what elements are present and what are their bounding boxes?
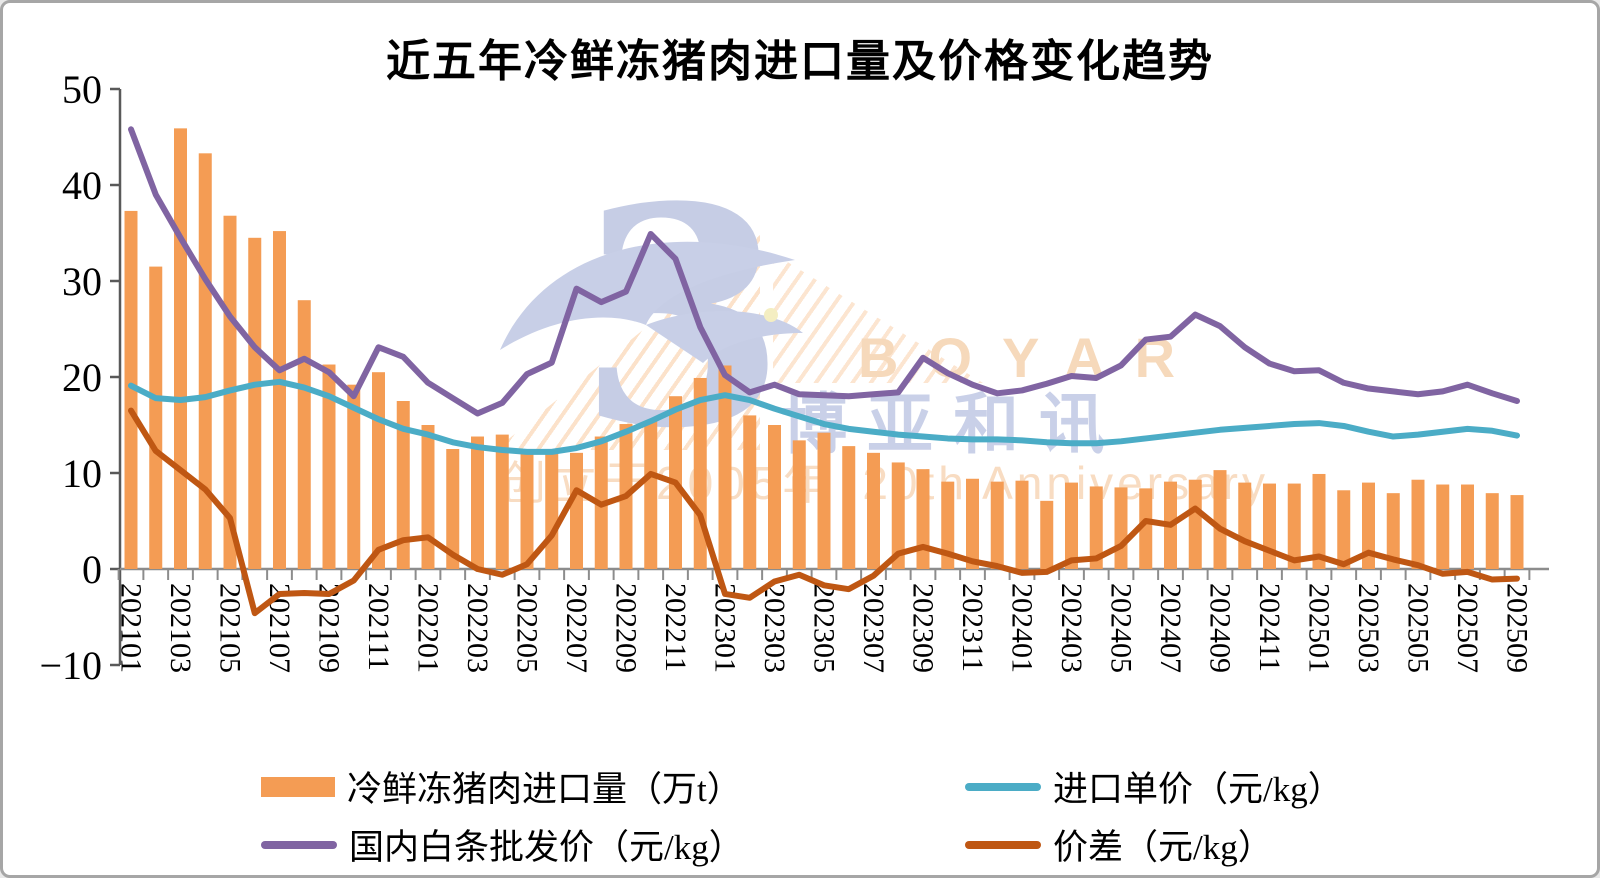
legend-swatch-import-price-line <box>965 782 1041 791</box>
chart-plot-area: 50 40 30 20 10 0 −10 202101 202103 202105 202107 20… <box>39 67 1549 688</box>
svg-text:202505: 202505 <box>1402 583 1435 673</box>
legend-item-import-price: 进口单价（元/kg） <box>965 761 1343 812</box>
svg-text:202209: 202209 <box>610 583 643 673</box>
legend-swatch-import-volume-bar <box>261 776 335 797</box>
svg-text:202409: 202409 <box>1204 583 1237 673</box>
svg-text:20: 20 <box>62 355 102 400</box>
svg-text:202401: 202401 <box>1006 583 1039 673</box>
svg-text:202407: 202407 <box>1154 583 1187 673</box>
svg-text:202501: 202501 <box>1303 583 1336 673</box>
svg-text:202309: 202309 <box>907 583 940 673</box>
svg-text:202303: 202303 <box>758 583 791 673</box>
legend-label-price-diff: 价差（元/kg） <box>1053 828 1273 867</box>
svg-text:202207: 202207 <box>560 583 593 673</box>
watermark-bird-wing-icon <box>500 241 803 363</box>
svg-text:10: 10 <box>62 451 102 496</box>
svg-text:202101: 202101 <box>115 583 148 673</box>
chart-title: 近五年冷鲜冻猪肉进口量及价格变化趋势 <box>386 37 1214 86</box>
svg-text:202105: 202105 <box>214 583 247 673</box>
svg-text:202211: 202211 <box>659 583 692 672</box>
legend-item-import-volume: 冷鲜冻猪肉进口量（万t） <box>261 761 742 812</box>
legend-item-price-diff: 价差（元/kg） <box>965 819 1273 870</box>
svg-text:202201: 202201 <box>412 583 445 673</box>
svg-text:202203: 202203 <box>461 583 494 673</box>
svg-text:202111: 202111 <box>362 583 395 671</box>
svg-text:30: 30 <box>62 259 102 304</box>
svg-text:202307: 202307 <box>857 583 890 673</box>
svg-text:202411: 202411 <box>1253 583 1286 672</box>
legend-label-domestic-price: 国内白条批发价（元/kg） <box>349 828 744 867</box>
legend-label-import-volume: 冷鲜冻猪肉进口量（万t） <box>347 770 742 809</box>
svg-text:40: 40 <box>62 163 102 208</box>
svg-text:202509: 202509 <box>1501 583 1534 673</box>
svg-text:0: 0 <box>82 547 102 592</box>
svg-text:202107: 202107 <box>263 583 296 673</box>
svg-text:202311: 202311 <box>956 583 989 672</box>
svg-text:202103: 202103 <box>164 583 197 673</box>
svg-text:50: 50 <box>62 67 102 112</box>
legend-label-import-price: 进口单价（元/kg） <box>1053 770 1343 809</box>
svg-text:202503: 202503 <box>1352 583 1385 673</box>
svg-text:202507: 202507 <box>1451 583 1484 673</box>
svg-text:202305: 202305 <box>808 583 841 673</box>
legend-swatch-price-diff-line <box>965 840 1041 849</box>
svg-text:−10: −10 <box>39 643 102 688</box>
svg-text:202405: 202405 <box>1105 583 1138 673</box>
svg-text:202109: 202109 <box>313 583 346 673</box>
legend-swatch-domestic-price-line <box>261 840 337 849</box>
legend-item-domestic-price: 国内白条批发价（元/kg） <box>261 819 744 870</box>
svg-text:202205: 202205 <box>511 583 544 673</box>
svg-text:202403: 202403 <box>1055 583 1088 673</box>
